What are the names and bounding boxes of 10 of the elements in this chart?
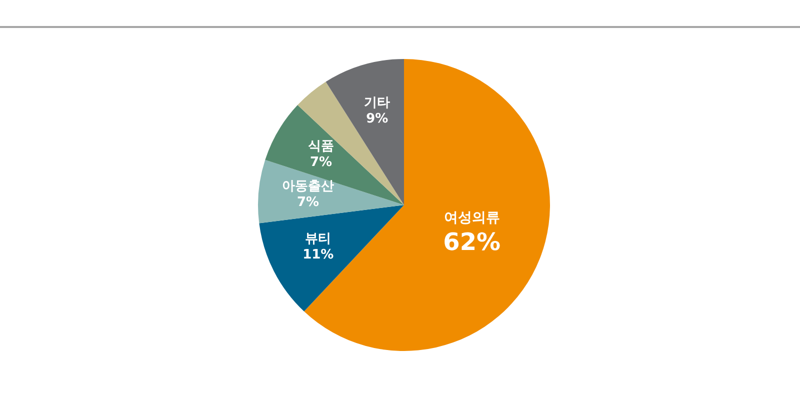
data-label: 7%: [310, 154, 332, 170]
slice-label: 기타: [364, 95, 390, 110]
data-label: 62%: [443, 228, 501, 256]
slice-label: 아동출산: [282, 178, 334, 194]
slice-label: 뷰티: [305, 232, 332, 247]
slice-label: 식품: [308, 138, 334, 154]
slice-label: 여성의류: [444, 210, 500, 226]
data-label: 9%: [366, 111, 388, 126]
data-label: 7%: [297, 194, 320, 210]
data-label: 11%: [302, 248, 334, 263]
